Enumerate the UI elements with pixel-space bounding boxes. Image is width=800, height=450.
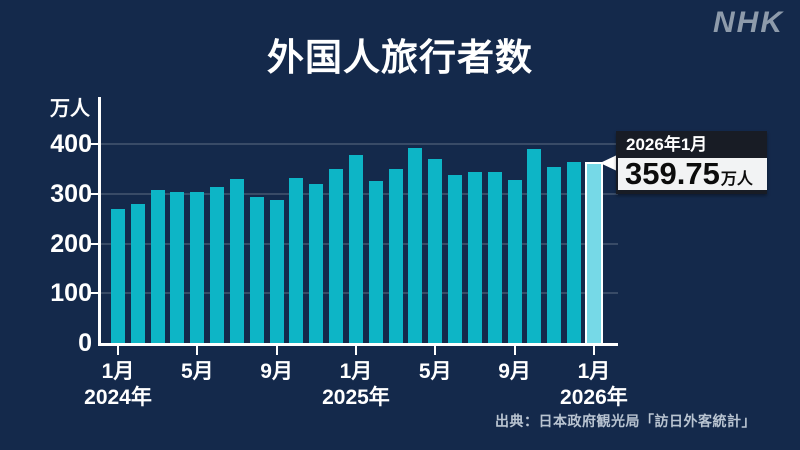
bar-2024年10月: [289, 178, 304, 343]
x-tick-2025年1月: [354, 346, 357, 355]
x-tick-label-2024年1月: 1月: [101, 360, 135, 383]
bar-2024年4月: [170, 191, 185, 343]
bar-2024年6月: [210, 186, 225, 343]
bar-2025年10月: [527, 148, 542, 343]
y-tick-400: [90, 143, 98, 145]
y-tick-200: [90, 242, 98, 245]
x-tick-label-2026年1月: 1月: [577, 360, 611, 383]
x-tick-label-2024年9月: 9月: [260, 360, 293, 383]
x-tick-label-2025年5月: 5月: [418, 360, 452, 383]
callout-unit: 万人: [720, 171, 753, 188]
bar-2024年2月: [130, 204, 145, 343]
y-tick-300: [90, 192, 98, 195]
bar-2025年3月: [388, 168, 403, 343]
bar-2025年7月: [467, 171, 482, 343]
x-tick-2024年1月: [117, 346, 119, 355]
x-tick-2024年5月: [196, 346, 199, 355]
bar-2025年11月: [547, 166, 562, 343]
bar-2024年12月: [329, 169, 344, 343]
callout-value-box: 359.75 万人: [618, 158, 767, 190]
bar-2025年4月: [408, 148, 423, 343]
x-axis-line: [98, 343, 618, 346]
callout-date: 2026年1月: [626, 135, 708, 154]
x-tick-2025年9月: [513, 346, 516, 355]
y-tick-100: [90, 292, 98, 295]
x-tick-2026年1月: [592, 346, 595, 355]
value-callout: 2026年1月 359.75 万人: [616, 131, 767, 194]
x-tick-2025年5月: [434, 346, 437, 355]
bar-2024年3月: [150, 189, 165, 343]
y-tick-label-0: 0: [78, 329, 92, 357]
bar-2025年2月: [368, 180, 383, 343]
y-tick-label-400: 400: [50, 130, 92, 158]
y-tick-label-300: 300: [50, 179, 92, 208]
x-tick-2024年9月: [275, 346, 278, 355]
bar-2026年1月: [584, 162, 603, 343]
bar-2024年5月: [190, 191, 205, 343]
x-tick-label-2025年9月: 9月: [498, 360, 531, 383]
page-title: 外国人旅行者数: [267, 37, 533, 78]
y-axis-line: [98, 97, 101, 346]
gridline-400: [101, 143, 618, 145]
x-tick-label-2025年1月: 1月: [339, 360, 373, 383]
bar-2025年1月: [348, 154, 363, 343]
x-tick-label-2024年5月: 5月: [180, 360, 214, 383]
y-tick-label-100: 100: [50, 279, 92, 308]
bar-2025年8月: [487, 172, 502, 343]
nhk-logo: NHK: [713, 6, 784, 39]
y-tick-label-200: 200: [50, 229, 92, 258]
callout-value: 359.75: [625, 156, 720, 191]
bar-2025年12月: [567, 161, 582, 343]
source-text: 出典：日本政府観光局「訪日外客統計」: [495, 413, 756, 429]
callout-arrow-icon: [600, 155, 617, 171]
year-label-2025年: 2025年: [322, 386, 390, 409]
bar-2025年6月: [448, 174, 463, 343]
bar-2024年7月: [229, 179, 244, 343]
bar-2025年9月: [507, 180, 522, 343]
bar-2025年5月: [428, 159, 443, 343]
y-axis-unit-label: 万人: [50, 98, 90, 120]
bar-2024年9月: [269, 200, 284, 343]
bar-2024年11月: [309, 184, 324, 343]
bar-2024年1月: [111, 208, 125, 343]
bar-2024年8月: [249, 197, 264, 343]
year-label-2026年: 2026年: [560, 386, 628, 409]
year-label-2024年: 2024年: [84, 386, 152, 409]
